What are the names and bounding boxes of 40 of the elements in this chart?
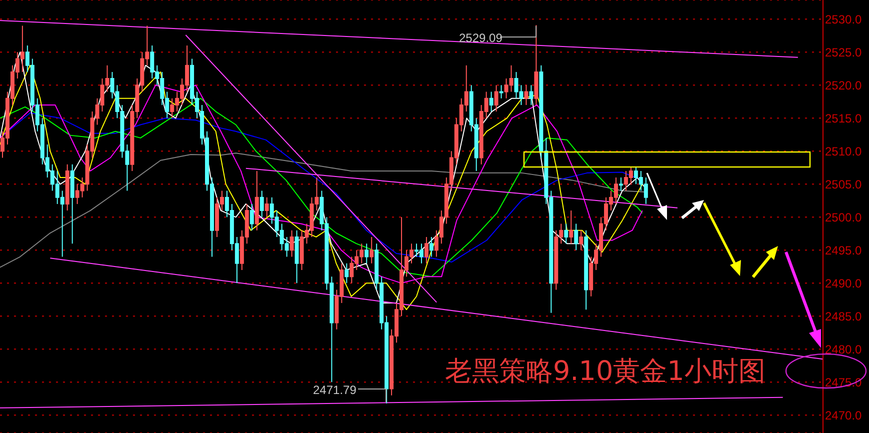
y-tick-label: 2505.0: [825, 177, 862, 192]
annotation: 2471.79: [313, 383, 357, 397]
candlestick: [364, 243, 369, 264]
candlestick: [250, 203, 254, 231]
candlestick: [489, 91, 494, 112]
candlestick: [290, 230, 294, 258]
candlestick: [494, 84, 498, 112]
candlestick: [370, 236, 374, 264]
y-tick-label: 2520.0: [825, 78, 862, 92]
candlestick: [579, 230, 584, 251]
candlestick: [524, 84, 528, 106]
candlestick: [260, 190, 264, 218]
candlestick: [65, 164, 70, 212]
candlestick: [618, 177, 623, 192]
candlestick: [534, 24, 538, 106]
y-tick-label: 2480.0: [825, 342, 862, 356]
candlestick: [574, 223, 578, 251]
text: 老黑策略9.10黄金1小时图: [445, 356, 766, 387]
candlestick: [564, 223, 568, 244]
y-tick-label: 2490.0: [825, 276, 862, 290]
y-tick-label: 2485.0: [825, 309, 862, 324]
candlestick: [424, 236, 428, 264]
y-tick-label: 2525.0: [825, 45, 862, 60]
candlestick: [344, 262, 349, 284]
y-tick-label: 2470.0: [825, 408, 862, 422]
candlestick: [294, 230, 299, 284]
candlestick: [264, 196, 269, 218]
y-tick-label: 2515.0: [825, 111, 862, 126]
candlestick: [499, 84, 504, 99]
y-tick-label: 2530.0: [825, 12, 862, 26]
candlestick: [584, 230, 588, 310]
annotation: 2529.09: [459, 31, 503, 45]
y-tick-label: 2510.0: [825, 144, 862, 158]
candlestick: [569, 210, 574, 244]
y-tick-label: 2495.0: [825, 243, 862, 258]
candlestick: [429, 236, 434, 258]
candlestick: [70, 164, 74, 244]
candlestick: [254, 170, 259, 231]
candlestick: [529, 84, 534, 106]
y-tick-label: 2500.0: [825, 210, 862, 224]
